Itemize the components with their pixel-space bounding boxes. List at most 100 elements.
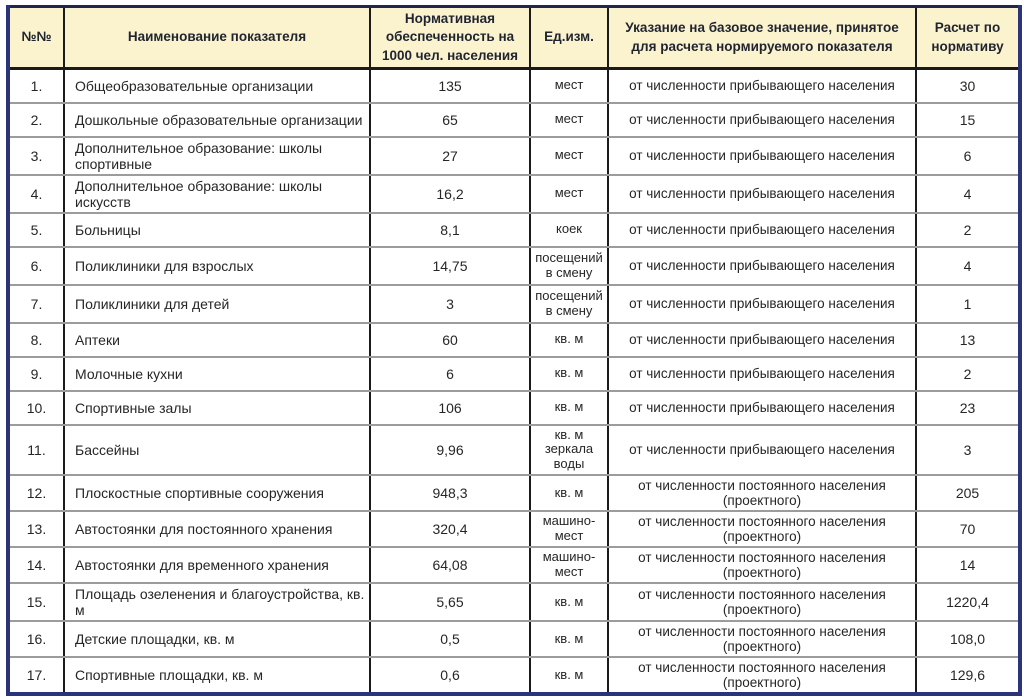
unit-cell: мест [529, 101, 609, 138]
norm-value-cell: 64,08 [369, 546, 531, 585]
norm-value-cell: 3 [369, 283, 531, 324]
calc-value-cell: 4 [915, 173, 1021, 214]
calc-value-cell: 4 [915, 245, 1021, 286]
norm-value-cell: 27 [369, 135, 531, 176]
row-number-cell: 17. [7, 656, 65, 696]
indicator-name-cell: Площадь озеленения и благоустройства, кв… [63, 582, 371, 623]
table-row: 10. Спортивные залы 106 кв. м от численн… [7, 389, 1021, 426]
calc-value-cell: 1 [915, 283, 1021, 324]
calc-value-cell: 13 [915, 321, 1021, 358]
unit-cell: кв. м [529, 321, 609, 358]
base-value-cell: от численности прибывающего населения [607, 211, 917, 248]
row-number-cell: 10. [7, 389, 65, 426]
calc-value-cell: 30 [915, 67, 1021, 104]
norm-value-cell: 0,6 [369, 656, 531, 696]
unit-cell: кв. м [529, 389, 609, 426]
table-row: 3. Дополнительное образование: школы спо… [7, 135, 1021, 176]
calc-value-cell: 15 [915, 101, 1021, 138]
unit-cell: машино-мест [529, 510, 609, 549]
header-cell-calc: Расчет по нормативу [915, 5, 1021, 70]
table-row: 4. Дополнительное образование: школы иск… [7, 173, 1021, 214]
row-number-cell: 8. [7, 321, 65, 358]
table-row: 12. Плоскостные спортивные сооружения 94… [7, 474, 1021, 513]
indicator-name-cell: Поликлиники для взрослых [63, 245, 371, 286]
header-cell-base: Указание на базовое значение, принятое д… [607, 5, 917, 70]
calc-value-cell: 2 [915, 211, 1021, 248]
norms-table: №№ Наименование показателя Нормативная о… [6, 5, 1022, 697]
row-number-cell: 11. [7, 423, 65, 477]
norm-value-cell: 60 [369, 321, 531, 358]
indicator-name-cell: Спортивные залы [63, 389, 371, 426]
unit-cell: мест [529, 135, 609, 176]
base-value-cell: от численности прибывающего населения [607, 135, 917, 176]
calc-value-cell: 14 [915, 546, 1021, 585]
norm-value-cell: 948,3 [369, 474, 531, 513]
table-row: 14. Автостоянки для временного хранения … [7, 546, 1021, 585]
indicator-name-cell: Автостоянки для временного хранения [63, 546, 371, 585]
base-value-cell: от численности прибывающего населения [607, 321, 917, 358]
norm-value-cell: 9,96 [369, 423, 531, 477]
header-cell-unit: Ед.изм. [529, 5, 609, 70]
table-row: 15. Площадь озеленения и благоустройства… [7, 582, 1021, 623]
indicator-name-cell: Дошкольные образовательные организации [63, 101, 371, 138]
base-value-cell: от численности постоянного населения (пр… [607, 510, 917, 549]
table-row: 17. Спортивные площадки, кв. м 0,6 кв. м… [7, 656, 1021, 696]
unit-cell: машино-мест [529, 546, 609, 585]
indicator-name-cell: Больницы [63, 211, 371, 248]
row-number-cell: 15. [7, 582, 65, 623]
unit-cell: кв. м [529, 355, 609, 392]
base-value-cell: от численности прибывающего населения [607, 355, 917, 392]
base-value-cell: от численности постоянного населения (пр… [607, 582, 917, 623]
calc-value-cell: 129,6 [915, 656, 1021, 696]
calc-value-cell: 108,0 [915, 620, 1021, 659]
base-value-cell: от численности прибывающего населения [607, 173, 917, 214]
header-cell-number: №№ [7, 5, 65, 70]
row-number-cell: 2. [7, 101, 65, 138]
table-row: 13. Автостоянки для постоянного хранения… [7, 510, 1021, 549]
unit-cell: кв. м [529, 582, 609, 623]
table-row: 5. Больницы 8,1 коек от численности приб… [7, 211, 1021, 248]
norm-value-cell: 65 [369, 101, 531, 138]
calc-value-cell: 6 [915, 135, 1021, 176]
header-cell-norm: Нормативная обеспеченность на 1000 чел. … [369, 5, 531, 70]
table-body: 1. Общеобразовательные организации 135 м… [7, 67, 1021, 696]
header-row: №№ Наименование показателя Нормативная о… [7, 5, 1021, 70]
calc-value-cell: 3 [915, 423, 1021, 477]
calc-value-cell: 70 [915, 510, 1021, 549]
row-number-cell: 9. [7, 355, 65, 392]
header-cell-indicator: Наименование показателя [63, 5, 371, 70]
indicator-name-cell: Плоскостные спортивные сооружения [63, 474, 371, 513]
row-number-cell: 12. [7, 474, 65, 513]
norm-value-cell: 6 [369, 355, 531, 392]
indicator-name-cell: Аптеки [63, 321, 371, 358]
norm-value-cell: 8,1 [369, 211, 531, 248]
row-number-cell: 7. [7, 283, 65, 324]
table-row: 2. Дошкольные образовательные организаци… [7, 101, 1021, 138]
table-row: 8. Аптеки 60 кв. м от численности прибыв… [7, 321, 1021, 358]
norm-value-cell: 14,75 [369, 245, 531, 286]
norm-value-cell: 106 [369, 389, 531, 426]
norm-value-cell: 320,4 [369, 510, 531, 549]
row-number-cell: 1. [7, 67, 65, 104]
unit-cell: кв. м [529, 656, 609, 696]
row-number-cell: 14. [7, 546, 65, 585]
base-value-cell: от численности прибывающего населения [607, 389, 917, 426]
indicator-name-cell: Дополнительное образование: школы спорти… [63, 135, 371, 176]
norm-value-cell: 135 [369, 67, 531, 104]
row-number-cell: 16. [7, 620, 65, 659]
norm-value-cell: 16,2 [369, 173, 531, 214]
indicator-name-cell: Общеобразовательные организации [63, 67, 371, 104]
unit-cell: посещений в смену [529, 283, 609, 324]
base-value-cell: от численности постоянного населения (пр… [607, 620, 917, 659]
norm-value-cell: 0,5 [369, 620, 531, 659]
row-number-cell: 13. [7, 510, 65, 549]
unit-cell: мест [529, 173, 609, 214]
row-number-cell: 4. [7, 173, 65, 214]
unit-cell: мест [529, 67, 609, 104]
table-row: 7. Поликлиники для детей 3 посещений в с… [7, 283, 1021, 324]
indicator-name-cell: Дополнительное образование: школы искусс… [63, 173, 371, 214]
indicator-name-cell: Автостоянки для постоянного хранения [63, 510, 371, 549]
base-value-cell: от численности прибывающего населения [607, 101, 917, 138]
calc-value-cell: 2 [915, 355, 1021, 392]
row-number-cell: 3. [7, 135, 65, 176]
